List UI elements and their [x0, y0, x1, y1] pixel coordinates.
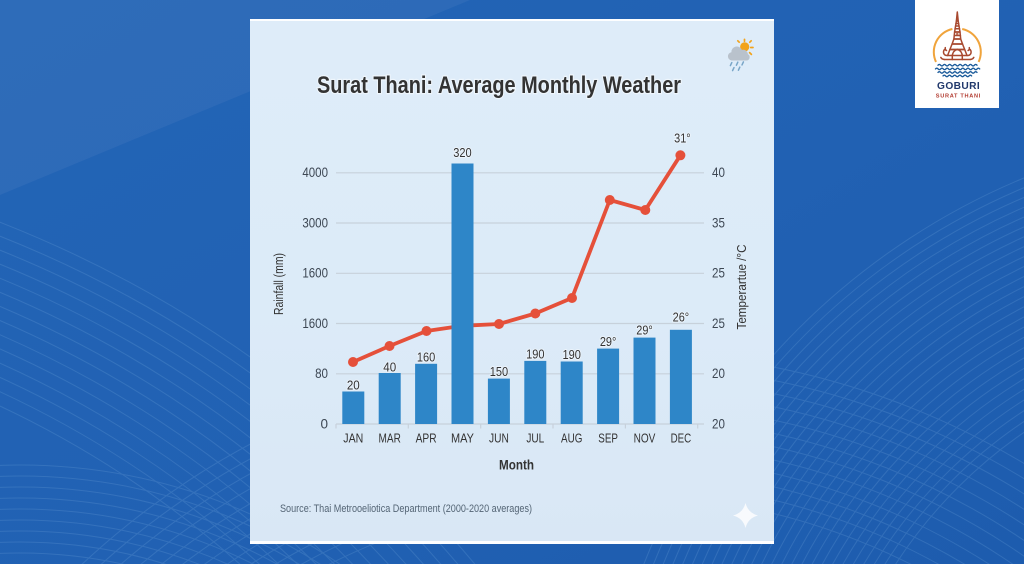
svg-text:Source: Thai Metrooeliotica De: Source: Thai Metrooeliotica Department (… [280, 503, 532, 515]
svg-text:Month: Month [499, 456, 534, 472]
svg-text:31°: 31° [674, 131, 691, 146]
svg-text:150: 150 [490, 364, 508, 379]
svg-text:MAR: MAR [379, 431, 401, 446]
svg-text:Rainfall (mm): Rainfall (mm) [272, 253, 286, 315]
svg-text:0: 0 [320, 416, 328, 431]
svg-text:3000: 3000 [302, 215, 328, 230]
svg-text:25: 25 [712, 316, 725, 331]
svg-text:JUL: JUL [526, 431, 544, 446]
svg-text:JUN: JUN [489, 431, 509, 446]
svg-text:20: 20 [712, 366, 725, 381]
svg-text:SEP: SEP [598, 431, 618, 446]
svg-text:SURAT THANI: SURAT THANI [936, 94, 981, 100]
svg-text:29°: 29° [636, 323, 653, 338]
svg-text:160: 160 [417, 350, 435, 365]
svg-text:DEC: DEC [671, 431, 692, 446]
svg-text:4000: 4000 [302, 165, 328, 180]
svg-text:80: 80 [315, 366, 328, 381]
svg-text:190: 190 [526, 347, 544, 362]
svg-text:320: 320 [453, 145, 471, 160]
svg-text:Surat Thani: Average Monthly W: Surat Thani: Average Monthly Weather [317, 72, 681, 99]
svg-text:1600: 1600 [302, 266, 328, 281]
svg-text:APR: APR [416, 431, 437, 446]
svg-text:25: 25 [712, 266, 725, 281]
svg-text:26°: 26° [673, 309, 690, 324]
svg-text:MAY: MAY [451, 431, 474, 446]
svg-text:190: 190 [563, 347, 581, 362]
svg-text:Temperartue /°C: Temperartue /°C [735, 245, 749, 330]
svg-text:35: 35 [712, 215, 725, 230]
svg-text:GOBURI: GOBURI [937, 81, 980, 92]
svg-text:40: 40 [383, 360, 396, 375]
svg-text:AUG: AUG [561, 431, 582, 446]
svg-text:20: 20 [712, 416, 725, 431]
svg-text:29°: 29° [600, 334, 617, 349]
svg-text:JAN: JAN [343, 431, 363, 446]
svg-text:1600: 1600 [302, 316, 328, 331]
svg-text:20: 20 [347, 378, 360, 393]
svg-text:40: 40 [712, 165, 725, 180]
svg-text:NOV: NOV [634, 431, 656, 446]
